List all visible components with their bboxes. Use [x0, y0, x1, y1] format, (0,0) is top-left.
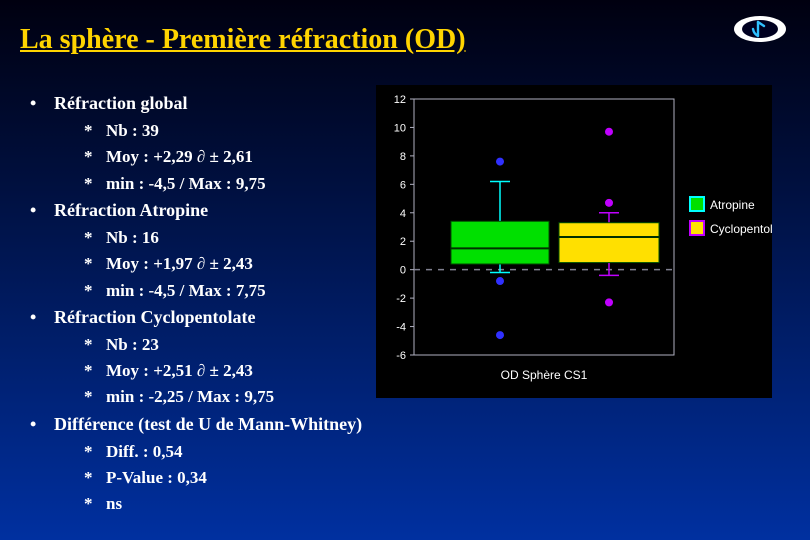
svg-text:-4: -4: [396, 322, 406, 334]
section-heading: Réfraction globalNb : 39Moy : +2,29 ∂ ± …: [30, 90, 362, 197]
section-heading: Différence (test de U de Mann-Whitney)Di…: [30, 411, 362, 518]
section-item: min : -4,5 / Max : 7,75: [84, 278, 362, 304]
svg-text:2: 2: [400, 236, 406, 248]
section-item: min : -2,25 / Max : 9,75: [84, 384, 362, 410]
svg-text:Atropine: Atropine: [710, 198, 755, 212]
section-item: Moy : +2,51 ∂ ± 2,43: [84, 358, 362, 384]
svg-text:OD Sphère CS1: OD Sphère CS1: [501, 368, 588, 382]
section-heading: Réfraction AtropineNb : 16Moy : +1,97 ∂ …: [30, 197, 362, 304]
svg-text:12: 12: [394, 94, 406, 106]
section-item: Nb : 39: [84, 118, 362, 144]
section-heading: Réfraction CyclopentolateNb : 23Moy : +2…: [30, 304, 362, 411]
svg-text:Cyclopentolate: Cyclopentolate: [710, 222, 772, 236]
section-item: Moy : +2,29 ∂ ± 2,61: [84, 144, 362, 170]
section-item: Nb : 16: [84, 225, 362, 251]
svg-text:10: 10: [394, 122, 406, 134]
slide: La sphère - Première réfraction (OD) Réf…: [0, 0, 810, 540]
svg-text:8: 8: [400, 151, 406, 163]
svg-text:4: 4: [400, 208, 406, 220]
svg-text:0: 0: [400, 265, 406, 277]
svg-text:-2: -2: [396, 293, 406, 305]
section-item: P-Value : 0,34: [84, 465, 362, 491]
section-item: Diff. : 0,54: [84, 439, 362, 465]
boxplot-chart: -6 -4 -2 0 2 4 6 8 10 12 OD Sphère CS1 Atropine Cycl…: [376, 85, 772, 398]
section-item: ns: [84, 491, 362, 517]
eye-logo-icon: [732, 14, 788, 49]
svg-text:-6: -6: [396, 350, 406, 362]
section-item: Nb : 23: [84, 332, 362, 358]
stats-list: Réfraction globalNb : 39Moy : +2,29 ∂ ± …: [30, 90, 362, 518]
section-item: min : -4,5 / Max : 9,75: [84, 171, 362, 197]
page-title: La sphère - Première réfraction (OD): [20, 24, 466, 56]
svg-text:6: 6: [400, 179, 406, 191]
section-item: Moy : +1,97 ∂ ± 2,43: [84, 251, 362, 277]
